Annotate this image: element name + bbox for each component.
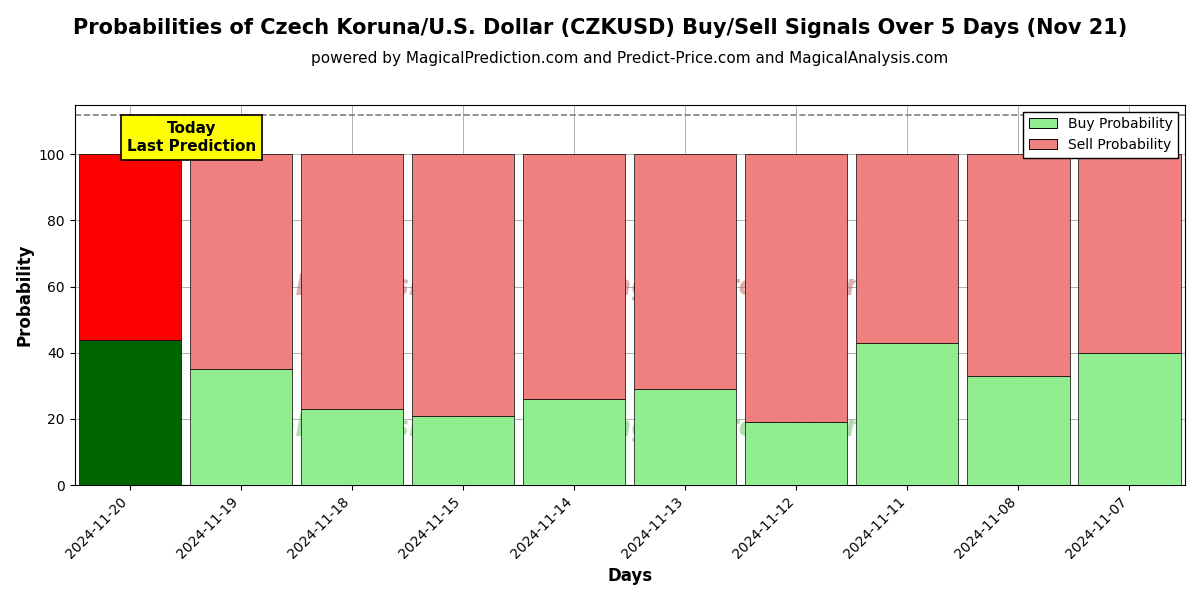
Text: MagicalPrediction.com: MagicalPrediction.com <box>586 273 941 301</box>
Bar <box>523 154 625 399</box>
Bar <box>857 154 959 343</box>
Bar <box>190 370 293 485</box>
Legend: Buy Probability, Sell Probability: Buy Probability, Sell Probability <box>1024 112 1178 158</box>
Text: Today
Last Prediction: Today Last Prediction <box>127 121 256 154</box>
Bar <box>301 154 403 409</box>
Bar <box>745 154 847 422</box>
Bar <box>79 340 181 485</box>
Bar <box>967 154 1069 376</box>
Bar <box>190 154 293 370</box>
X-axis label: Days: Days <box>607 567 653 585</box>
Text: calAnalysis.com: calAnalysis.com <box>260 273 510 301</box>
Bar <box>1079 353 1181 485</box>
Title: powered by MagicalPrediction.com and Predict-Price.com and MagicalAnalysis.com: powered by MagicalPrediction.com and Pre… <box>311 51 948 66</box>
Y-axis label: Probability: Probability <box>16 244 34 346</box>
Bar <box>301 409 403 485</box>
Text: Probabilities of Czech Koruna/U.S. Dollar (CZKUSD) Buy/Sell Signals Over 5 Days : Probabilities of Czech Koruna/U.S. Dolla… <box>73 18 1127 38</box>
Bar <box>412 416 515 485</box>
Bar <box>745 422 847 485</box>
Bar <box>857 343 959 485</box>
Bar <box>412 154 515 416</box>
Bar <box>635 389 737 485</box>
Bar <box>79 154 181 340</box>
Bar <box>635 154 737 389</box>
Bar <box>967 376 1069 485</box>
Bar <box>1079 154 1181 353</box>
Bar <box>523 399 625 485</box>
Text: calAnalysis.com: calAnalysis.com <box>260 414 510 442</box>
Text: MagicalPrediction.com: MagicalPrediction.com <box>586 414 941 442</box>
